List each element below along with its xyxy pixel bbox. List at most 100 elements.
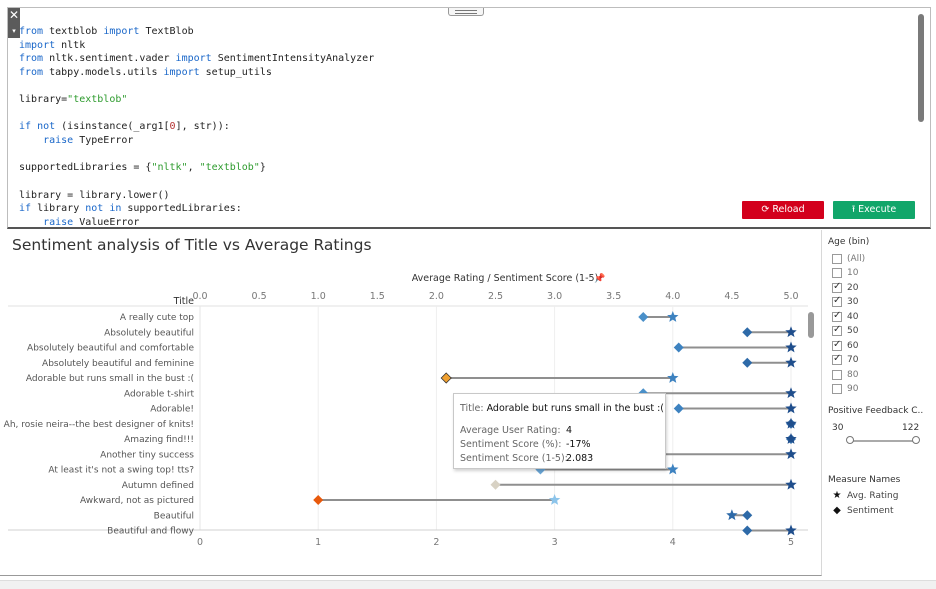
age-option-20[interactable]: 20 <box>832 281 858 294</box>
rating-marker[interactable] <box>785 402 797 414</box>
feedback-min: 30 <box>832 423 844 433</box>
row-label: Awkward, not as pictured <box>80 496 194 506</box>
x-tick-bottom: 1 <box>315 537 321 548</box>
code-line <box>19 175 374 189</box>
rating-marker[interactable] <box>785 478 797 490</box>
rating-marker[interactable] <box>667 311 679 322</box>
rating-marker[interactable] <box>785 326 797 338</box>
code-editor[interactable]: ✕ ▾ from textblob import TextBlob import … <box>7 7 931 229</box>
slider-low-handle[interactable] <box>846 436 854 444</box>
age-option-50[interactable]: 50 <box>832 324 859 338</box>
row-label: Adorable but runs small in the bust :( <box>26 374 194 384</box>
tooltip-title-value: Adorable but runs small in the bust :( <box>486 403 665 414</box>
x-tick-top: 4.5 <box>724 291 739 302</box>
x-tick-top: 3.5 <box>606 291 621 302</box>
code-line: supportedLibraries = {"nltk", "textblob"… <box>19 162 266 174</box>
checkbox-label: 30 <box>847 297 859 307</box>
filter-sidebar: Age (bin) (All) 10 20 30 40 50 60 70 80 90 Positi… <box>826 230 936 576</box>
rating-marker[interactable] <box>785 341 797 353</box>
age-option-10[interactable]: 10 <box>832 267 858 280</box>
sentiment-marker[interactable] <box>742 510 753 521</box>
sentiment-marker[interactable] <box>742 327 753 338</box>
checkbox[interactable] <box>832 324 842 336</box>
resize-handle[interactable] <box>448 8 484 16</box>
row-label: Autumn defined <box>122 481 194 491</box>
x-tick-bottom: 0 <box>197 537 203 548</box>
rating-marker[interactable] <box>785 448 797 460</box>
checkbox[interactable] <box>832 268 842 278</box>
age-option-80[interactable]: 80 <box>832 368 858 381</box>
rating-marker[interactable] <box>548 494 561 505</box>
legend-item: ◆ Sentiment <box>832 504 893 517</box>
checkbox[interactable] <box>832 369 842 380</box>
feedback-slider-track[interactable] <box>850 440 916 442</box>
editor-scrollbar[interactable] <box>918 14 924 122</box>
tooltip-row-label: Sentiment Score (1-5): <box>460 453 568 464</box>
age-option-90[interactable]: 90 <box>832 383 858 396</box>
code-line: if library not in supportedLibraries: <box>19 203 242 215</box>
sentiment-marker[interactable] <box>673 403 684 414</box>
execute-button[interactable]: ⭱ Execute <box>833 201 915 219</box>
row-label: Ah, rosie neira--the best designer of kn… <box>4 420 194 430</box>
rating-marker[interactable] <box>785 387 797 399</box>
checkbox[interactable] <box>832 353 842 365</box>
slider-high-handle[interactable] <box>912 436 920 444</box>
tooltip-row-label: Average User Rating: <box>460 425 561 436</box>
reload-button[interactable]: ⟳ Reload <box>742 201 824 219</box>
rating-marker[interactable] <box>785 417 797 429</box>
feedback-filter-title: Positive Feedback C.. <box>828 406 924 416</box>
close-icon[interactable]: ✕ <box>8 8 20 22</box>
row-label: Amazing find!!! <box>124 435 194 445</box>
sentiment-marker[interactable] <box>742 357 753 368</box>
row-label: Beautiful and flowy <box>107 527 195 537</box>
checkbox[interactable] <box>832 310 842 322</box>
age-option-60[interactable]: 60 <box>832 339 858 352</box>
age-option-30[interactable]: 30 <box>832 295 859 309</box>
checkbox-label: 50 <box>847 326 859 336</box>
rating-marker[interactable] <box>785 356 797 368</box>
checkbox[interactable] <box>832 281 842 293</box>
checkbox-label: 90 <box>847 384 859 394</box>
chart-scrollbar[interactable] <box>808 312 814 338</box>
age-option-all[interactable]: (All) <box>832 252 865 265</box>
x-tick-bottom: 3 <box>552 537 558 548</box>
dumbbell-chart[interactable]: Average Rating / Sentiment Score (1-5)📌 T… <box>0 230 822 576</box>
sentiment-marker[interactable] <box>490 479 501 490</box>
legend-item: ★ Avg. Rating <box>832 489 899 502</box>
code-line <box>19 148 374 162</box>
row-label: A really cute top <box>120 313 194 323</box>
row-label: Absolutely beautiful <box>104 328 194 338</box>
sentiment-marker[interactable] <box>440 372 452 384</box>
checkbox-label: 70 <box>847 355 859 365</box>
checkbox[interactable] <box>832 253 842 264</box>
diamond-icon: ◆ <box>833 505 841 516</box>
tooltip-row-label: Sentiment Score (%): <box>460 439 562 450</box>
chart-panel: Sentiment analysis of Title vs Average R… <box>0 230 822 576</box>
row-label: Adorable! <box>150 405 194 415</box>
row-header: Title <box>173 296 195 307</box>
tooltip-row: Sentiment Score (1-5): 2.083 <box>460 453 593 464</box>
tooltip-row-value: -17% <box>566 439 591 450</box>
rating-marker[interactable] <box>785 524 797 536</box>
legend-label: Avg. Rating <box>847 490 899 501</box>
code-line: from nltk.sentiment.vader import Sentime… <box>19 53 375 65</box>
tooltip-row-value: 4 <box>566 425 573 436</box>
dropdown-icon[interactable]: ▾ <box>12 27 16 35</box>
rating-marker[interactable] <box>667 372 679 383</box>
checkbox[interactable] <box>832 339 842 351</box>
code-text[interactable]: from textblob import TextBlob import nltk… <box>19 25 375 227</box>
age-option-40[interactable]: 40 <box>832 310 858 323</box>
rating-marker[interactable] <box>785 433 797 444</box>
sentiment-marker[interactable] <box>313 495 324 505</box>
sentiment-marker[interactable] <box>638 312 649 322</box>
feedback-max: 122 <box>902 423 920 433</box>
checkbox[interactable] <box>832 384 842 394</box>
chart-title: Sentiment analysis of Title vs Average R… <box>12 236 372 254</box>
rating-marker[interactable] <box>726 509 738 521</box>
age-option-70[interactable]: 70 <box>832 353 859 367</box>
row-label: Another tiny success <box>100 450 194 460</box>
sentiment-marker[interactable] <box>742 525 753 536</box>
rating-marker[interactable] <box>667 463 679 475</box>
sentiment-marker[interactable] <box>673 342 684 353</box>
checkbox[interactable] <box>832 295 842 307</box>
